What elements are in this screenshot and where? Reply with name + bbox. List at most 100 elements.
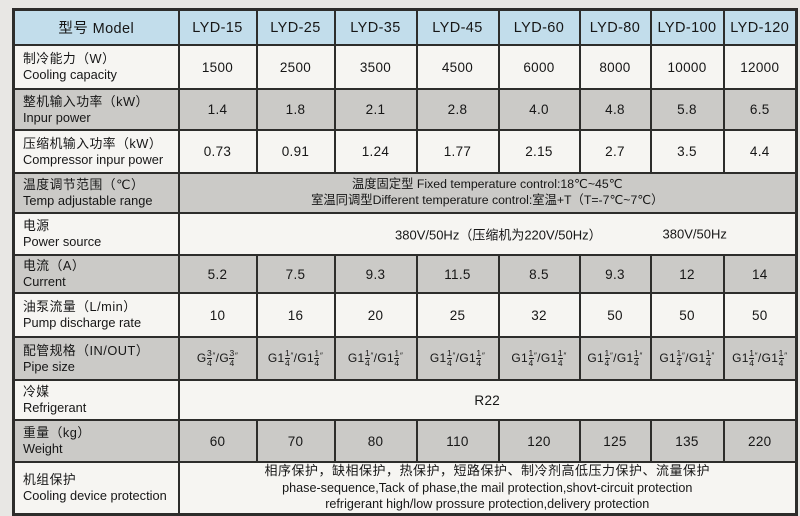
model-header-cell: LYD-60	[497, 8, 581, 46]
value-cell: 7.5	[255, 254, 336, 294]
pipe-size-cell: G1 1 4 ″/G1 1 4 ″	[578, 336, 652, 381]
row-label: 油泵流量（L/min） Pump discharge rate	[12, 292, 180, 338]
spec-table: 型号 Model LYD-15 LYD-25 LYD-35 LYD-45 LYD…	[12, 8, 798, 516]
value-cell: 20	[333, 292, 418, 338]
pipe-size-cell: G1 1 4 ″/G1 1 4 ″	[722, 336, 798, 381]
header-row: 型号 Model LYD-15 LYD-25 LYD-35 LYD-45 LYD…	[12, 8, 798, 46]
row-label: 压缩机输入功率（kW） Compressor inpur power	[12, 129, 180, 174]
inch-mark: ″	[754, 351, 758, 361]
pipe-slash: /	[293, 351, 298, 366]
pipe-slash: /	[685, 351, 689, 366]
value-cell: 60	[177, 419, 258, 463]
model-header-cell: LYD-80	[578, 8, 652, 46]
pipe-size-value: G 3 4 ″/G 3 4 ″	[197, 347, 238, 368]
model-header-cell: LYD-15	[177, 8, 258, 46]
power-source-values: 380V/50Hz（压缩机为220V/50Hz） 380V/50Hz	[181, 218, 795, 250]
value-cell: 1500	[177, 44, 258, 90]
value-cell: 4.4	[722, 129, 798, 174]
value-cell: 5.2	[177, 254, 258, 294]
pipe-prefix: G1	[297, 351, 314, 366]
pipe-prefix: G1	[267, 351, 285, 366]
protection-line3: refrigerant high/low prossure protection…	[325, 497, 650, 512]
pipe-size-cell: G1 1 4 ″/G1 1 4 ″	[497, 336, 581, 381]
value-cell: 2.7	[578, 129, 652, 174]
value-cell: 220	[722, 419, 798, 463]
page: { "colors": { "header_blue": "#c2ddeb", …	[12, 8, 798, 516]
row-label-zh: 整机输入功率（kW）	[23, 93, 149, 109]
value-cell: 11.5	[415, 254, 500, 294]
row-label-zh: 配管规格（IN/OUT）	[23, 342, 150, 358]
pipe-prefix: G1	[732, 351, 749, 366]
row-label-en: Pump discharge rate	[23, 315, 142, 330]
value-cell: 1.8	[255, 88, 336, 131]
inch-mark: ″	[610, 351, 614, 361]
pipe-size-value: G1 1 4 ″/G1 1 4 ″	[587, 347, 642, 368]
pipe-prefix: G	[219, 351, 229, 366]
pipe-slash: /	[373, 351, 378, 366]
value-cell: 4.0	[497, 88, 581, 131]
pipe-size-value: G1 1 4 ″/G1 1 4 ″	[267, 347, 323, 368]
protection-line2: phase-sequence,Tack of phase,the mail pr…	[282, 480, 693, 495]
row-label-zh: 冷媒	[23, 384, 50, 400]
pipe-size-value: G1 1 4 ″/G1 1 4 ″	[511, 347, 566, 368]
value-cell: 2.1	[333, 88, 418, 131]
value-cell: 50	[578, 292, 652, 338]
model-header-cell: LYD-120	[722, 8, 798, 46]
inch-mark: ″	[212, 351, 216, 361]
temp-range-line2: 室温同调型Different temperature control:室温+T（…	[311, 193, 664, 207]
row-label: 重量（kg） Weight	[12, 419, 180, 463]
value-cell: 4500	[415, 44, 500, 90]
pipe-size-value: G1 1 4 ″/G1 1 4 ″	[348, 348, 403, 368]
value-cell: 0.91	[255, 129, 336, 174]
pipe-size-value: G1 1 4 ″/G1 1 4 ″	[429, 348, 485, 368]
row-label: 温度调节范围（℃） Temp adjustable range	[12, 172, 180, 214]
pipe-prefix: G1	[511, 351, 528, 366]
row-label-en: Power source	[23, 234, 102, 249]
row-weight: 重量（kg） Weight 60 70 80 110 120 125 135 2…	[12, 419, 798, 463]
row-label-zh: 电源	[23, 218, 50, 234]
protection-value-cell: 相序保护，缺相保护，热保护，短路保护、制冷剂高低压力保护、流量保护 phase-…	[177, 460, 798, 516]
pipe-slash: /	[613, 351, 617, 366]
pipe-slash: /	[537, 351, 541, 366]
inch-mark: ″	[711, 351, 715, 361]
value-cell: 70	[255, 419, 336, 463]
value-cell: 0.73	[177, 129, 258, 174]
protection-line1: 相序保护，缺相保护，热保护，短路保护、制冷剂高低压力保护、流量保护	[264, 463, 710, 478]
pipe-slash: /	[215, 351, 220, 366]
pipe-prefix: G1	[688, 351, 706, 366]
value-cell: 10000	[649, 44, 725, 90]
pipe-prefix: G1	[587, 351, 604, 366]
row-protection: 机组保护 Cooling device protection 相序保护，缺相保护…	[12, 460, 798, 516]
row-label: 整机输入功率（kW） Inpur power	[12, 88, 180, 131]
value-cell: 6000	[497, 44, 581, 90]
pipe-prefix: G1	[459, 351, 476, 366]
inch-mark: ″	[452, 351, 456, 361]
pipe-prefix: G1	[429, 351, 447, 366]
value-cell: 50	[722, 292, 798, 338]
row-label-en: Compressor inpur power	[23, 151, 164, 167]
pipe-size-cell: G 3 4 ″/G 3 4 ″	[177, 336, 258, 381]
row-label-en: Inpur power	[23, 109, 91, 125]
temp-range-value-cell: 温度固定型 Fixed temperature control:18℃~45℃ …	[177, 172, 798, 214]
row-label-en: Temp adjustable range	[23, 193, 153, 208]
inch-mark: ″	[784, 351, 788, 361]
pipe-size-value: G1 1 4 ″/G1 1 4 ″	[659, 347, 715, 368]
refrigerant-value-cell: R22	[177, 379, 798, 421]
value-cell: 80	[333, 419, 418, 463]
value-cell: 32	[497, 292, 581, 338]
row-cooling-capacity: 制冷能力（W） Cooling capacity 1500 2500 3500 …	[12, 44, 798, 90]
value-cell: 1.77	[415, 129, 500, 174]
inch-mark: ″	[682, 351, 686, 361]
row-label: 制冷能力（W） Cooling capacity	[12, 44, 180, 90]
value-cell: 4.8	[578, 88, 652, 131]
model-header-cell: LYD-45	[415, 8, 500, 46]
spec-table-container: 型号 Model LYD-15 LYD-25 LYD-35 LYD-45 LYD…	[12, 8, 798, 516]
value-cell: 14	[722, 254, 798, 294]
value-cell: 125	[578, 419, 652, 463]
